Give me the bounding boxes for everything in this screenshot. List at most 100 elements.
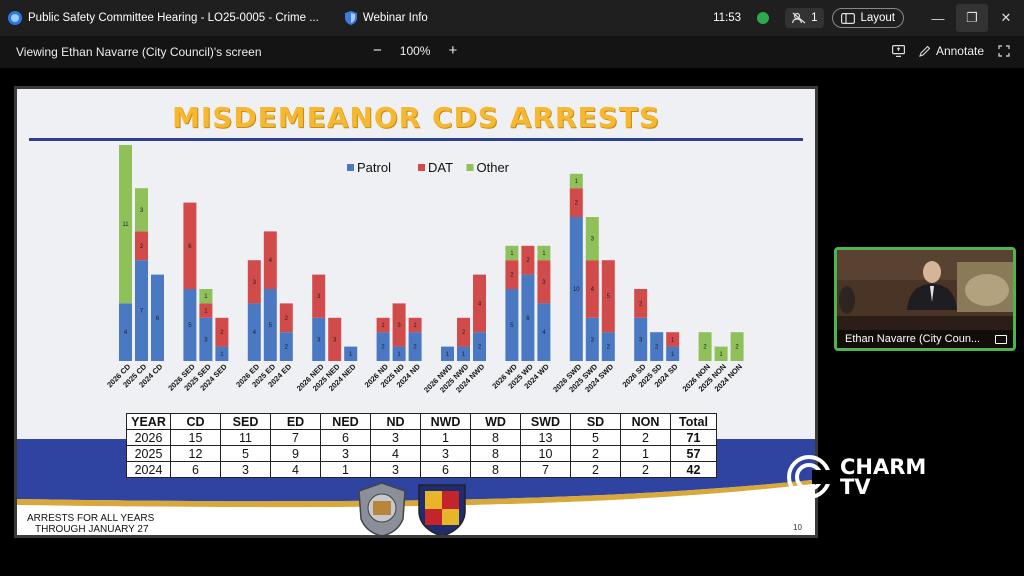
table-header: CD: [170, 413, 221, 430]
bar-segment-other: [714, 346, 728, 361]
bar-segment-patrol: [666, 346, 680, 361]
bar-data-label: 4: [591, 287, 595, 293]
footnote-line: THROUGH JANUARY 27: [35, 524, 149, 535]
bar-segment-patrol: [634, 317, 648, 361]
bar-segment-patrol: [312, 317, 326, 361]
bar-data-label: 1: [575, 179, 579, 185]
bar-data-label: 5: [607, 294, 611, 300]
bar-data-label: 1: [413, 323, 417, 329]
bar-data-label: 4: [542, 330, 546, 336]
layout-icon: [841, 12, 856, 24]
bar-data-label: 2: [639, 301, 643, 307]
table-header: SWD: [520, 413, 571, 430]
meeting-title: Public Safety Committee Hearing - LO25-0…: [28, 12, 319, 24]
bar-data-label: 2: [703, 345, 707, 351]
webinar-info-button[interactable]: Webinar Info: [362, 12, 428, 24]
table-cell: 6: [420, 461, 471, 478]
bar-data-label: 1: [397, 352, 401, 358]
table-cell: 2: [570, 445, 621, 462]
close-button[interactable]: ✕: [990, 4, 1022, 32]
restore-icon: ❐: [966, 10, 978, 25]
bar-segment-dat: [199, 303, 213, 318]
zoom-level[interactable]: 100%: [399, 44, 431, 58]
bar-segment-dat: [312, 274, 326, 318]
zoom-in-button[interactable]: +: [448, 42, 458, 59]
bar-segment-dat: [634, 289, 648, 318]
slide-title: MISDEMEANOR CDS ARRESTS: [171, 101, 661, 134]
layout-label: Layout: [860, 12, 895, 24]
bar-data-label: 3: [591, 337, 595, 343]
bar-segment-patrol: [537, 303, 551, 361]
bar-segment-dat: [392, 303, 406, 347]
table-cell: 5: [220, 445, 271, 462]
bar-segment-patrol: [135, 260, 148, 361]
bar-data-label: 3: [639, 337, 643, 343]
maryland-shield-icon: [418, 484, 466, 535]
bar-data-label: 1: [220, 352, 224, 358]
bar-data-label: 7: [140, 309, 144, 315]
table-cell: 3: [370, 429, 421, 446]
bar-segment-patrol: [119, 303, 132, 361]
bar-segment-other: [505, 245, 519, 261]
table-cell: 3: [370, 461, 421, 478]
charm-tv-logo: CHARM TV: [786, 454, 926, 500]
audio-status-icon[interactable]: [757, 12, 770, 24]
table-header: ND: [370, 413, 421, 430]
layout-button[interactable]: Layout: [832, 8, 904, 28]
participants-icon: [792, 12, 806, 24]
bar-segment-patrol: [650, 332, 664, 361]
bar-segment-patrol: [521, 274, 535, 361]
slide-page-number: 10: [793, 523, 802, 532]
annotate-label: Annotate: [935, 44, 984, 58]
table-cell: 6: [320, 429, 371, 446]
bar-segment-other: [537, 245, 551, 261]
table-cell: 57: [670, 445, 717, 462]
pen-icon: [919, 45, 931, 57]
bar-segment-other: [730, 332, 744, 361]
bar-segment-other: [199, 289, 213, 304]
window-titlebar: Public Safety Committee Hearing - LO25-0…: [0, 0, 1024, 36]
table-cell: 7: [520, 461, 571, 478]
bar-data-label: 10: [573, 287, 580, 293]
restore-button[interactable]: ❐: [956, 4, 988, 32]
bar-segment-dat: [376, 317, 390, 333]
table-cell: 8: [470, 429, 521, 446]
table-cell: 5: [570, 429, 621, 446]
bar-data-label: 11: [122, 222, 129, 228]
bar-data-label: 1: [719, 352, 723, 358]
bar-segment-dat: [135, 231, 148, 261]
minimize-button[interactable]: —: [922, 4, 954, 32]
table-row: 2024 6 3 4 1 3 6 8 7 2 2 42: [126, 461, 717, 478]
bar-data-label: 1: [462, 352, 466, 358]
legend-label: DAT: [428, 160, 453, 175]
bar-segment-patrol: [392, 346, 406, 361]
legend-label: Patrol: [357, 160, 391, 175]
bar-data-label: 2: [140, 244, 144, 250]
title-divider: [29, 138, 803, 141]
bar-data-label: 1: [671, 337, 675, 343]
table-cell: 2: [620, 429, 671, 446]
table-header-row: YEAR CD SED ED NED ND NWD WD SWD SD NON …: [126, 413, 717, 430]
legend-label: Other: [477, 160, 510, 175]
bar-segment-patrol: [569, 217, 583, 361]
bar-segment-patrol: [408, 332, 422, 361]
table-header: NED: [320, 413, 371, 430]
bar-segment-patrol: [263, 289, 277, 361]
bar-data-label: 2: [381, 345, 385, 351]
participant-video-tile[interactable]: Ethan Navarre (City Coun...: [834, 247, 1016, 351]
bar-segment-dat: [247, 260, 261, 304]
zoom-out-button[interactable]: −: [373, 42, 382, 59]
bar-segment-dat: [569, 188, 583, 217]
bar-segment-patrol: [585, 317, 599, 361]
bar-data-label: 4: [253, 330, 257, 336]
shield-icon[interactable]: [344, 11, 357, 25]
participant-count: 1: [811, 12, 818, 24]
share-content-icon[interactable]: [891, 45, 905, 57]
table-cell: 12: [170, 445, 221, 462]
table-cell: 71: [670, 429, 717, 446]
bar-data-label: 5: [269, 323, 273, 329]
annotate-button[interactable]: Annotate: [919, 44, 984, 58]
participants-button[interactable]: 1: [785, 8, 825, 28]
bar-segment-patrol: [441, 346, 454, 361]
fullscreen-icon[interactable]: [998, 45, 1010, 57]
